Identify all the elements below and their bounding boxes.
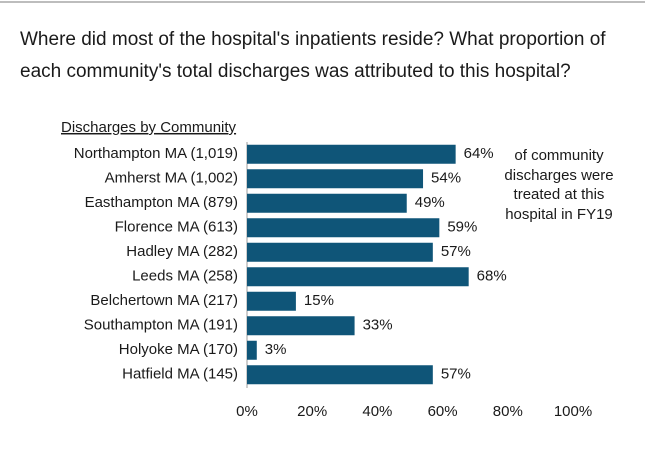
y-tick-label: Easthampton MA (879) <box>85 194 238 211</box>
x-tick-label: 20% <box>297 403 327 420</box>
value-label: 49% <box>415 194 445 211</box>
bar <box>247 267 469 287</box>
bar <box>247 193 407 213</box>
axis-label: Discharges by Community <box>61 119 237 136</box>
bar <box>247 365 433 385</box>
bar <box>247 218 440 238</box>
y-tick-label: Florence MA (613) <box>115 219 238 236</box>
value-label: 3% <box>265 341 287 358</box>
y-tick-label: Leeds MA (258) <box>132 268 238 285</box>
y-tick-label: Hadley MA (282) <box>126 243 238 260</box>
bar <box>247 242 433 262</box>
value-label: 59% <box>447 219 477 236</box>
x-tick-label: 60% <box>428 403 458 420</box>
y-tick-label: Hatfield MA (145) <box>122 366 238 383</box>
value-label: 15% <box>304 292 334 309</box>
x-tick-label: 40% <box>362 403 392 420</box>
value-label: 33% <box>363 317 393 334</box>
value-label: 54% <box>431 170 461 187</box>
y-tick-label: Amherst MA (1,002) <box>105 170 238 187</box>
x-tick-label: 100% <box>554 403 592 420</box>
chart-title: Where did most of the hospital's inpatie… <box>20 29 606 82</box>
x-tick-label: 0% <box>236 403 258 420</box>
y-tick-label: Southampton MA (191) <box>84 317 238 334</box>
y-tick-label: Belchertown MA (217) <box>90 292 238 309</box>
top-rule <box>0 1 645 3</box>
x-tick-label: 80% <box>493 403 523 420</box>
value-label: 57% <box>441 366 471 383</box>
y-tick-label: Northampton MA (1,019) <box>74 145 238 162</box>
bar <box>247 291 296 311</box>
y-tick-label: Holyoke MA (170) <box>119 341 238 358</box>
value-label: 68% <box>477 268 507 285</box>
bar <box>247 340 257 360</box>
bar <box>247 144 456 164</box>
bar <box>247 169 424 189</box>
annotation: of community discharges were treated at … <box>504 147 614 223</box>
value-label: 64% <box>464 145 494 162</box>
value-label: 57% <box>441 243 471 260</box>
bar <box>247 316 355 336</box>
